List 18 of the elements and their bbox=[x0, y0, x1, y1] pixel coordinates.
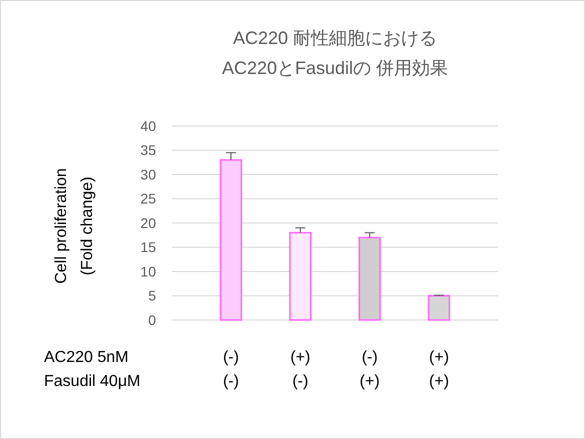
y-tick-label: 30 bbox=[140, 166, 156, 182]
y-tick-label: 0 bbox=[148, 312, 156, 328]
y-tick-label: 25 bbox=[140, 190, 156, 207]
x-tick-label: (+) (-) bbox=[290, 349, 310, 390]
y-tick-label: 15 bbox=[140, 239, 156, 256]
x-tick-label: (-) (-) bbox=[222, 349, 239, 390]
y-axis-title: Cell proliferation (Fold change) bbox=[53, 168, 96, 284]
y-tick-label: 35 bbox=[140, 142, 156, 158]
y-tick-label: 10 bbox=[140, 263, 156, 280]
bar bbox=[220, 159, 242, 321]
x-axis-title: AC220 5nM Fasudil 40μM bbox=[44, 349, 140, 390]
chart-title: AC220 耐性細胞における AC220とFasudilの 併用効果 bbox=[222, 28, 448, 78]
x-tick-label: (-) (+) bbox=[360, 349, 380, 390]
x-tick-label: (+) (+) bbox=[429, 349, 450, 390]
y-tick-label: 20 bbox=[140, 214, 156, 231]
y-tick-label: 5 bbox=[148, 288, 156, 304]
y-tick-label: 40 bbox=[140, 118, 156, 134]
bar bbox=[289, 232, 312, 321]
